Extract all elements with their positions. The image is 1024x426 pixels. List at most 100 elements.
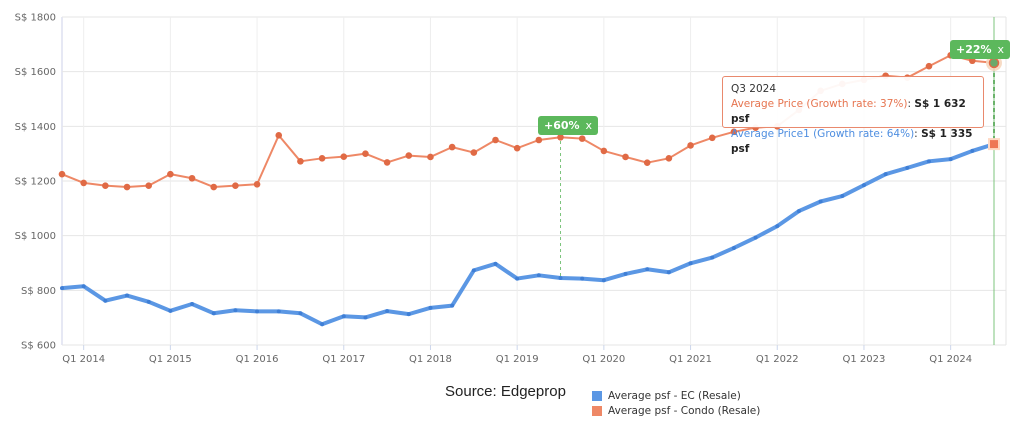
x-tick-label: Q1 2020 [582,354,625,365]
hover-marker-condo [988,57,1000,69]
data-point-condo [427,153,434,161]
y-tick-label: S$ 1200 [15,177,56,188]
tooltip-value-condo: S$ 1 632 psf [731,98,966,125]
data-point-condo [318,155,326,162]
data-point-ec [471,268,476,273]
data-point-ec [926,159,931,164]
y-tick-label: S$ 1600 [15,67,56,78]
data-point-ec [818,199,823,204]
data-point-ec [211,311,216,316]
data-point-ec [558,276,563,281]
data-point-ec [753,235,758,240]
data-point-condo [102,182,109,189]
data-point-ec [731,245,736,250]
data-point-condo [643,159,651,166]
data-point-condo [470,149,478,156]
data-point-condo [535,136,543,144]
data-point-condo [600,147,608,155]
grid-lines [61,16,1007,346]
legend-item-condo[interactable]: Average psf - Condo (Resale) [592,403,760,418]
data-point-ec [60,286,64,291]
legend-swatch-ec [592,390,602,401]
tooltip-line-ec: Average Price1 (Growth rate: 64%): S$ 1 … [731,128,973,155]
data-point-ec [276,309,281,314]
legend-item-ec[interactable]: Average psf - EC (Resale) [592,388,760,403]
growth-badge-2024[interactable]: +22% x [950,40,1011,59]
data-point-condo [297,158,304,165]
close-icon[interactable]: x [997,43,1005,56]
x-tick-label: Q1 2022 [756,354,799,365]
data-point-ec [515,276,520,281]
data-point-ec [363,315,368,320]
legend: Average psf - EC (Resale) Average psf - … [592,388,760,418]
x-tick-label: Q1 2023 [843,354,886,365]
annotation-guides [560,17,995,345]
tooltip: Q3 2024 Average Price (Growth rate: 37%)… [722,76,984,155]
data-point-ec [796,209,801,214]
close-icon[interactable]: x [585,119,593,132]
data-point-ec [666,270,671,275]
data-point-ec [883,172,888,177]
x-tick-label: Q1 2016 [236,354,279,365]
data-point-condo [275,132,283,139]
data-point-condo [188,174,196,182]
growth-badge-label: +22% [956,43,992,56]
data-point-ec [385,309,390,314]
data-point-condo [925,62,933,70]
legend-label-ec: Average psf - EC (Resale) [608,389,741,402]
tooltip-title: Q3 2024 [731,83,777,95]
tooltip-label-condo: Average Price (Growth rate: 37%) [731,98,908,110]
x-tick-label: Q1 2017 [322,354,365,365]
data-point-ec [146,299,151,304]
data-point-condo [383,159,391,166]
data-point-ec [103,298,108,303]
data-point-condo [210,183,218,191]
data-point-condo [145,182,152,189]
x-tick-label: Q1 2018 [409,354,452,365]
data-point-condo [513,144,521,152]
data-point-ec [298,311,303,316]
data-point-condo [578,135,586,142]
y-axis: S$ 600 S$ 800 S$ 1000 S$ 1200 S$ 1400 S$ 1600… [15,13,56,352]
data-point-condo [448,143,456,151]
tooltip-value-ec: S$ 1 335 psf [731,128,973,155]
data-point-ec [710,255,715,260]
data-point-condo [167,170,174,178]
y-tick-label: S$ 1800 [15,13,56,24]
data-point-ec [580,276,585,281]
data-point-ec [775,224,780,229]
data-point-condo [123,183,131,191]
data-point-ec [840,194,845,199]
series-line-ec [61,142,995,327]
data-point-condo [405,152,413,159]
data-point-condo [665,155,673,162]
data-point-condo [253,180,261,188]
data-point-ec [861,183,866,188]
x-tick-label: Q1 2019 [496,354,539,365]
data-point-ec [601,278,606,283]
legend-swatch-condo [592,405,602,416]
data-point-condo [58,170,66,178]
data-point-ec [536,273,541,278]
data-point-ec [948,157,953,162]
x-tick-label: Q1 2024 [929,354,972,365]
data-point-ec [406,312,411,317]
data-point-ec [125,293,130,298]
data-point-condo [969,57,976,65]
data-point-ec [645,267,650,272]
data-point-ec [905,165,910,170]
data-point-ec [233,308,238,313]
x-tick-label: Q1 2015 [149,354,192,365]
y-tick-label: S$ 600 [21,341,56,352]
data-point-condo [708,134,716,142]
data-point-condo [557,133,564,141]
data-point-condo [492,136,499,144]
data-point-condo [362,150,369,157]
x-tick-label: Q1 2021 [669,354,712,365]
growth-badge-2019[interactable]: +60% x [538,116,599,135]
growth-badge-label: +60% [544,119,580,132]
x-axis: Q1 2014 Q1 2015 Q1 2016 Q1 2017 Q1 2018 Q1 20… [62,345,972,365]
data-point-ec [341,314,346,319]
data-point-ec [970,148,975,153]
